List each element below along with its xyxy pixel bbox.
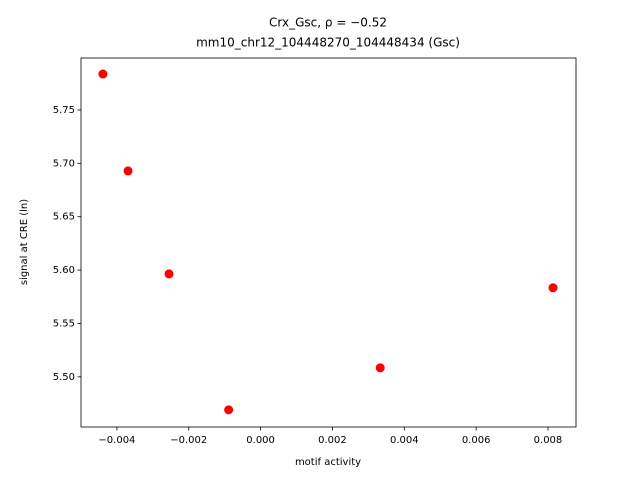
y-tick-label: 5.75 <box>53 105 75 116</box>
y-tick-label: 5.70 <box>53 158 75 169</box>
point <box>123 166 133 176</box>
point <box>224 405 234 415</box>
x-tick-label: 0.008 <box>534 435 563 446</box>
x-tick-label: −0.002 <box>170 435 207 446</box>
point <box>164 269 174 279</box>
x-tick-label: −0.004 <box>98 435 135 446</box>
y-axis-label: signal at CRE (ln) <box>19 199 30 285</box>
x-axis-label: motif activity <box>295 457 361 468</box>
axes-frame <box>80 57 577 428</box>
y-tick-label: 5.65 <box>53 212 75 223</box>
y-tick-label: 5.60 <box>53 265 75 276</box>
y-tick-label: 5.55 <box>53 318 75 329</box>
x-tick-label: 0.006 <box>462 435 491 446</box>
chart-title: Crx_Gsc, ρ = −0.52 <box>269 16 387 30</box>
chart-subtitle: mm10_chr12_104448270_104448434 (Gsc) <box>196 36 460 50</box>
y-tick-label: 5.50 <box>53 372 75 383</box>
point <box>548 283 558 293</box>
point <box>98 69 108 79</box>
x-tick-label: 0.002 <box>318 435 347 446</box>
point <box>375 363 385 373</box>
x-tick-label: 0.000 <box>246 435 275 446</box>
x-tick-label: 0.004 <box>390 435 419 446</box>
